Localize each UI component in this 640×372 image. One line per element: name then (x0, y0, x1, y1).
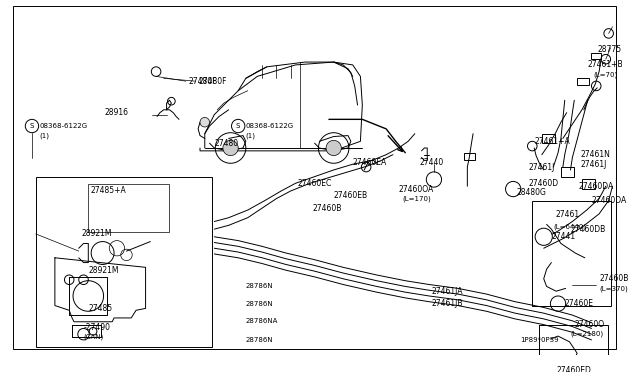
Text: 27460EC: 27460EC (298, 179, 332, 188)
Text: 28921M: 28921M (88, 266, 119, 275)
Bar (591, 52, 601, 59)
Text: 28480G: 28480G (517, 188, 547, 198)
Text: (L=2180): (L=2180) (570, 331, 604, 337)
Text: 27461JA: 27461JA (431, 287, 463, 296)
Text: 27461JB: 27461JB (431, 299, 463, 308)
Bar (582, 180, 595, 189)
Circle shape (200, 118, 209, 127)
Text: 27461J: 27461J (529, 163, 555, 171)
Text: (1): (1) (40, 132, 50, 139)
Text: 27461+A: 27461+A (534, 137, 570, 146)
Text: S: S (29, 123, 33, 129)
Text: 27460D: 27460D (529, 179, 559, 188)
Text: 1P89*0P39: 1P89*0P39 (520, 337, 559, 343)
Text: 27461: 27461 (555, 210, 579, 219)
Text: 27460O: 27460O (574, 320, 604, 329)
Text: 27460B: 27460B (599, 274, 628, 283)
Text: 27461J: 27461J (580, 160, 607, 169)
Bar (463, 153, 475, 160)
Circle shape (151, 67, 161, 76)
Bar (539, 325, 608, 372)
Text: 28786N: 28786N (246, 301, 273, 307)
Text: 27480F: 27480F (198, 77, 227, 86)
Text: 28786NA: 28786NA (246, 318, 278, 324)
Text: (CAN): (CAN) (84, 334, 104, 340)
Text: (L=370): (L=370) (599, 285, 628, 292)
Text: 27460B: 27460B (313, 203, 342, 213)
Text: 27460ED: 27460ED (556, 366, 591, 372)
Text: 27460EB: 27460EB (333, 191, 368, 200)
Text: 27480F: 27480F (189, 77, 217, 86)
Text: 08368-6122G: 08368-6122G (246, 123, 294, 129)
Circle shape (223, 140, 238, 155)
Text: -27490: -27490 (84, 323, 111, 332)
Text: 27460DA: 27460DA (578, 182, 613, 191)
Text: (L=70): (L=70) (593, 71, 618, 78)
Text: 08368-6122G: 08368-6122G (40, 123, 88, 129)
Bar (561, 167, 574, 177)
Text: 27480: 27480 (214, 139, 239, 148)
Text: 27460DB: 27460DB (570, 225, 605, 234)
Text: 27461+B: 27461+B (588, 60, 623, 70)
Bar (577, 78, 589, 85)
Text: (L=170): (L=170) (403, 195, 431, 202)
Text: S: S (236, 123, 240, 129)
Text: 27460E: 27460E (564, 299, 594, 308)
Circle shape (535, 228, 552, 246)
Text: 27460EA: 27460EA (353, 158, 387, 167)
Text: 27485+A: 27485+A (90, 186, 126, 195)
Bar (532, 201, 611, 305)
Text: 27460OA: 27460OA (399, 185, 434, 193)
Circle shape (326, 140, 341, 155)
Text: 28775: 28775 (597, 45, 621, 54)
Text: (L=6440): (L=6440) (553, 223, 586, 230)
Text: 27440: 27440 (420, 158, 444, 167)
Bar (36, 177, 212, 347)
Text: 28921M: 28921M (82, 230, 112, 238)
Text: 27441: 27441 (552, 232, 575, 241)
Text: 27460DA: 27460DA (591, 196, 627, 205)
Text: 27485: 27485 (88, 304, 113, 313)
Text: 28916: 28916 (104, 108, 129, 117)
Text: 28786N: 28786N (246, 337, 273, 343)
Bar (542, 134, 555, 143)
Bar (88, 184, 170, 232)
Text: 27461N: 27461N (580, 150, 610, 159)
Text: 28786N: 28786N (246, 283, 273, 289)
Text: (1): (1) (246, 132, 256, 139)
